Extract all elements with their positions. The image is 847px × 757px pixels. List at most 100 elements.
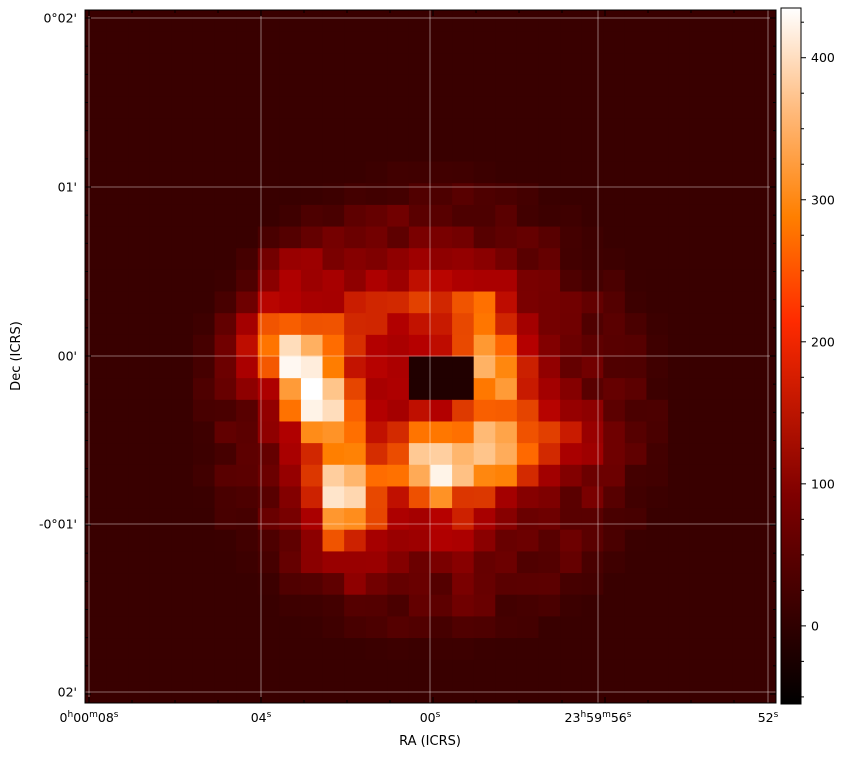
heatmap-cell bbox=[560, 139, 583, 163]
heatmap-cell bbox=[711, 573, 734, 596]
x-tick-labels: 0h00m08s 04s 00s 23h59m56s 52s bbox=[60, 710, 779, 725]
heatmap-cell bbox=[560, 96, 583, 119]
heatmap-cell bbox=[495, 616, 518, 639]
heatmap-cell bbox=[754, 356, 776, 379]
heatmap-cell bbox=[603, 269, 626, 293]
heatmap-cell bbox=[603, 486, 626, 509]
heatmap-cell bbox=[430, 551, 453, 574]
heatmap-cell bbox=[668, 31, 691, 54]
heatmap-cell bbox=[754, 508, 776, 531]
heatmap-cell bbox=[452, 226, 475, 249]
heatmap-cell bbox=[192, 464, 216, 488]
heatmap-cell bbox=[430, 659, 453, 682]
heatmap-cell bbox=[149, 313, 172, 336]
heatmap-cell bbox=[668, 269, 691, 293]
heatmap-cell bbox=[581, 659, 604, 682]
heatmap-cell bbox=[711, 226, 734, 249]
heatmap-cell bbox=[452, 399, 475, 423]
heatmap-cell bbox=[754, 378, 776, 401]
heatmap-cell bbox=[732, 529, 755, 553]
heatmap-cell bbox=[408, 53, 432, 76]
heatmap-cell bbox=[214, 204, 237, 228]
heatmap-cell bbox=[603, 551, 626, 574]
heatmap-cell bbox=[581, 356, 604, 379]
heatmap-cell bbox=[646, 681, 669, 703]
heatmap-cell bbox=[128, 594, 151, 617]
heatmap-cell bbox=[192, 378, 216, 401]
heatmap-cell bbox=[603, 183, 626, 206]
heatmap-cell bbox=[689, 334, 712, 358]
heatmap-cell bbox=[171, 443, 194, 466]
heatmap-cell bbox=[560, 313, 583, 336]
heatmap-cell bbox=[538, 74, 561, 98]
heatmap-cell bbox=[430, 53, 453, 76]
heatmap-cell bbox=[754, 573, 776, 596]
heatmap-cell bbox=[365, 139, 388, 163]
heatmap-cell bbox=[430, 616, 453, 639]
heatmap-cell bbox=[646, 616, 669, 639]
heatmap-cell bbox=[452, 421, 475, 444]
heatmap-cell bbox=[516, 399, 540, 423]
heatmap-cell bbox=[581, 313, 604, 336]
heatmap-cell bbox=[538, 551, 561, 574]
heatmap-cell bbox=[711, 291, 734, 314]
heatmap-cell bbox=[279, 269, 302, 293]
heatmap-cell bbox=[560, 486, 583, 509]
heatmap-cell bbox=[603, 616, 626, 639]
heatmap-cell bbox=[214, 573, 237, 596]
heatmap-cell bbox=[300, 486, 324, 509]
heatmap-cell bbox=[624, 31, 648, 54]
heatmap-cell bbox=[365, 616, 388, 639]
heatmap-cell bbox=[560, 204, 583, 228]
heatmap-cell bbox=[452, 31, 475, 54]
heatmap-cell bbox=[516, 659, 540, 682]
heatmap-cell bbox=[624, 443, 648, 466]
heatmap-cell bbox=[430, 291, 453, 314]
heatmap-cell bbox=[538, 659, 561, 682]
heatmap-cell bbox=[257, 74, 280, 98]
heatmap-cell bbox=[581, 508, 604, 531]
heatmap-cell bbox=[711, 529, 734, 553]
heatmap-cell bbox=[300, 399, 324, 423]
heatmap-cell bbox=[85, 10, 108, 33]
x-tick-label: 52s bbox=[758, 710, 779, 725]
heatmap-cell bbox=[689, 638, 712, 661]
heatmap-cell bbox=[257, 183, 280, 206]
heatmap-cell bbox=[106, 313, 129, 336]
heatmap-cell bbox=[387, 248, 410, 271]
heatmap-cell bbox=[732, 378, 755, 401]
y-tick-label: 0°02' bbox=[43, 11, 77, 26]
heatmap-cell bbox=[754, 248, 776, 271]
heatmap-cell bbox=[603, 161, 626, 184]
heatmap-cell bbox=[344, 464, 367, 488]
heatmap-cell bbox=[279, 681, 302, 703]
heatmap-cell bbox=[689, 96, 712, 119]
heatmap-cell bbox=[408, 74, 432, 98]
heatmap-cell bbox=[668, 616, 691, 639]
heatmap-cell bbox=[279, 616, 302, 639]
heatmap-cell bbox=[149, 378, 172, 401]
heatmap-cell bbox=[624, 594, 648, 617]
heatmap-cell bbox=[236, 529, 259, 553]
heatmap-cell bbox=[171, 139, 194, 163]
heatmap-cell bbox=[646, 74, 669, 98]
heatmap-cell bbox=[603, 139, 626, 163]
heatmap-cell bbox=[236, 616, 259, 639]
heatmap-cell bbox=[214, 638, 237, 661]
heatmap-cell bbox=[495, 118, 518, 141]
heatmap-cell bbox=[430, 334, 453, 358]
heatmap-cell bbox=[106, 508, 129, 531]
heatmap-cell bbox=[128, 334, 151, 358]
heatmap-cell bbox=[668, 486, 691, 509]
heatmap-cell bbox=[603, 378, 626, 401]
heatmap-cell bbox=[603, 226, 626, 249]
heatmap-cell bbox=[236, 638, 259, 661]
heatmap-cell bbox=[624, 356, 648, 379]
heatmap-cell bbox=[452, 551, 475, 574]
heatmap-cell bbox=[236, 74, 259, 98]
heatmap-cell bbox=[408, 139, 432, 163]
heatmap-cell bbox=[279, 161, 302, 184]
y-tick-label: 02' bbox=[58, 685, 77, 700]
heatmap-cell bbox=[279, 74, 302, 98]
